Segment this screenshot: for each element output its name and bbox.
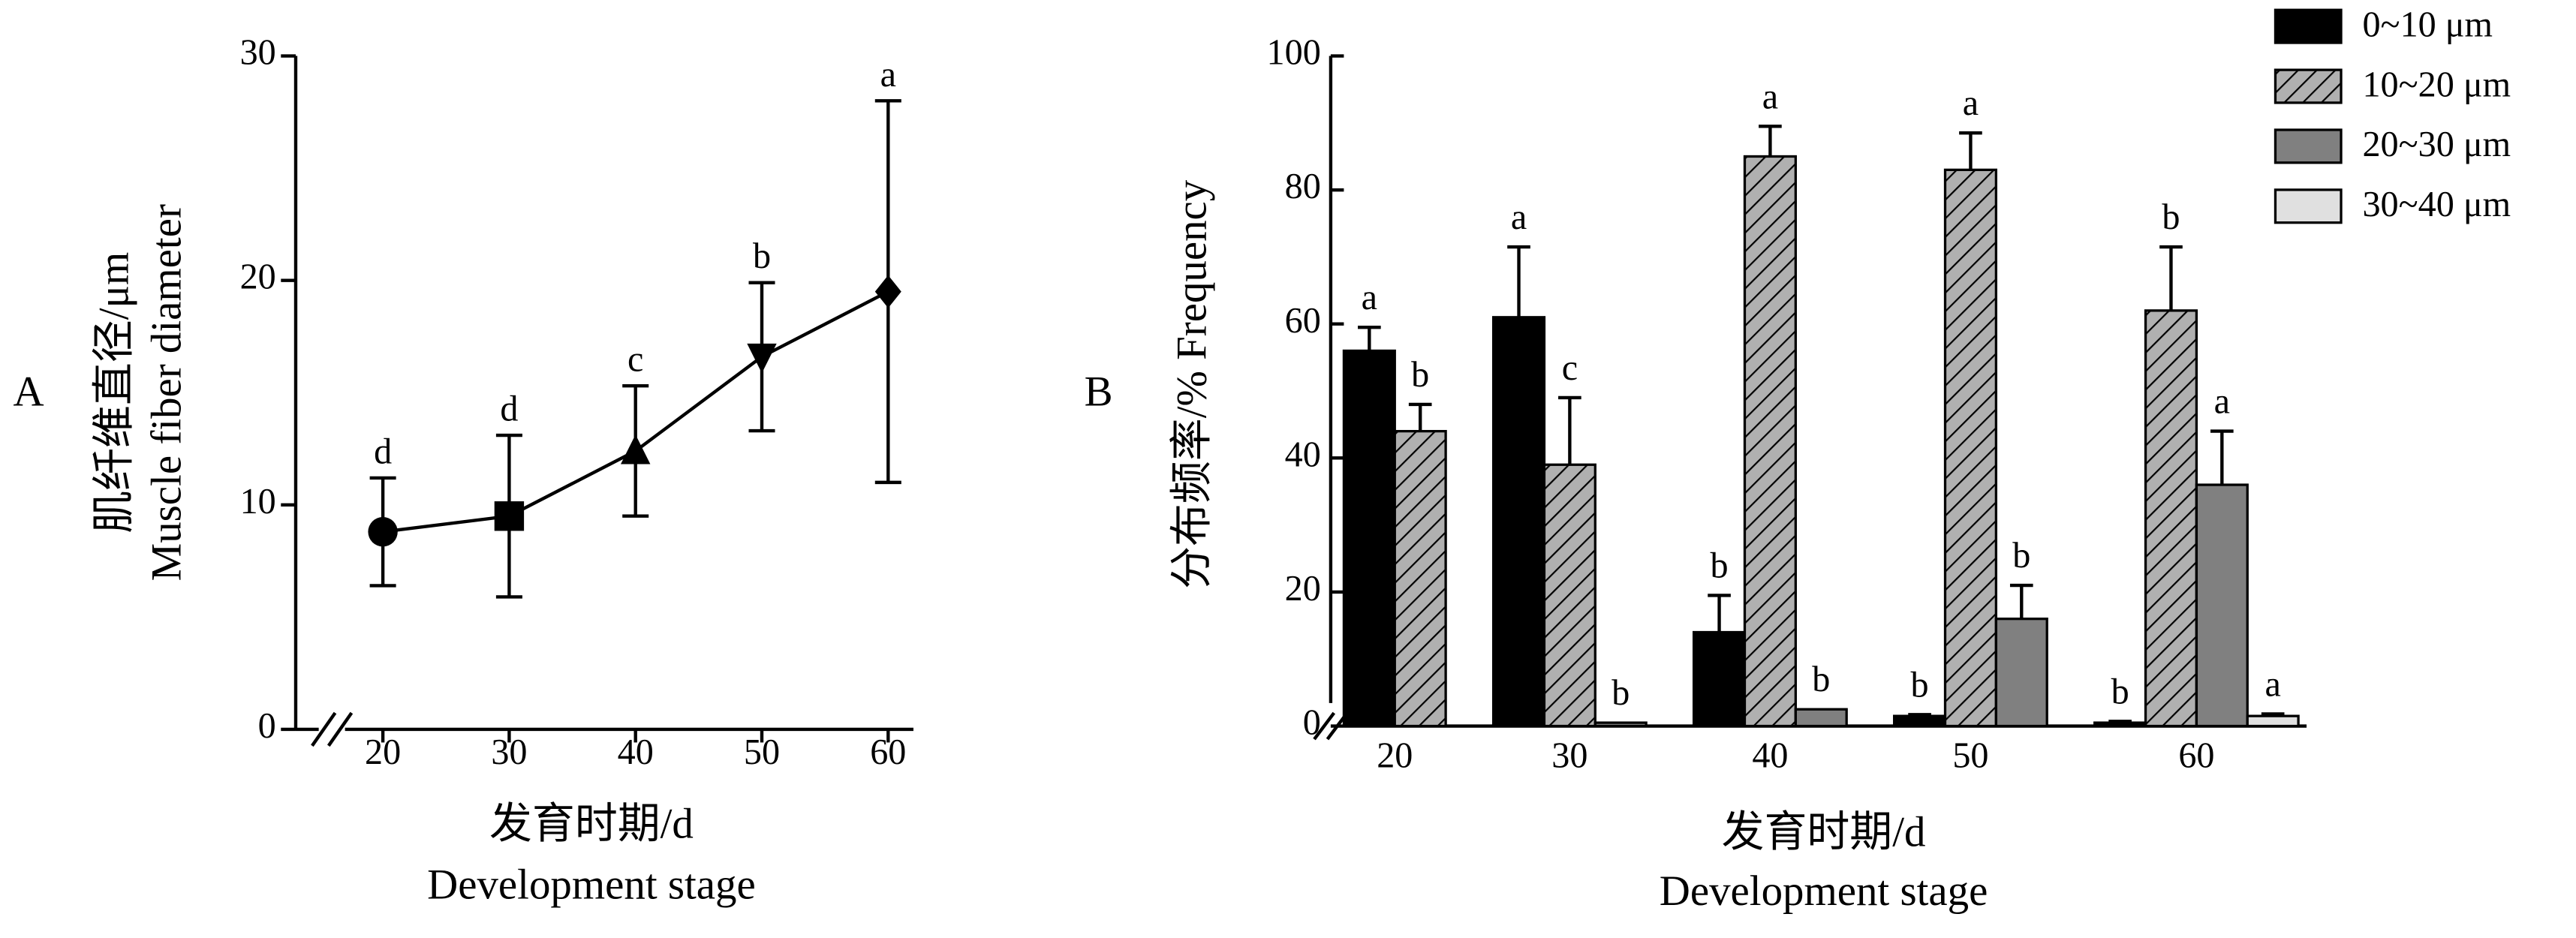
x-tick-label: 30 (1551, 735, 1587, 775)
bar (1491, 316, 1546, 728)
significance-letter: d (374, 431, 392, 471)
bar (2093, 721, 2147, 728)
legend-swatch (2274, 68, 2343, 104)
legend-swatch (2274, 188, 2343, 224)
x-axis-title: Development stage (427, 861, 756, 908)
significance-letter: b (2012, 536, 2030, 576)
y-axis-title: Muscle fiber diameter (143, 204, 191, 581)
marker (874, 275, 901, 308)
axis-break (311, 711, 337, 747)
significance-letter: a (880, 55, 896, 95)
axis-break (327, 711, 354, 747)
significance-letter: a (1511, 197, 1527, 237)
significance-letter: a (2265, 664, 2280, 704)
bar (1692, 630, 1747, 728)
significance-letter: c (627, 340, 643, 380)
legend-label: 20~30 μm (2362, 125, 2511, 164)
y-tick-label: 10 (240, 482, 276, 522)
legend-swatch (2274, 128, 2343, 164)
x-axis-title: 发育时期/d (1722, 808, 1926, 855)
bar (1943, 168, 1998, 728)
y-tick-label: 0 (1303, 703, 1321, 743)
x-tick-label: 20 (365, 732, 401, 772)
significance-letter: a (1963, 83, 1979, 123)
y-axis-title: 肌纤维直径/μm (91, 252, 138, 534)
axis-break (1313, 711, 1336, 741)
x-tick-label: 40 (618, 732, 654, 772)
bar (1593, 721, 1648, 728)
significance-letter: b (1711, 546, 1729, 585)
panel-label: A (14, 368, 44, 416)
significance-letter: c (1562, 348, 1578, 388)
bar (1994, 618, 2048, 728)
bar (2144, 309, 2198, 728)
bar (2195, 483, 2249, 728)
bar (1393, 429, 1447, 728)
panel-label: B (1085, 368, 1113, 416)
x-tick-label: 30 (491, 732, 527, 772)
marker (368, 516, 398, 547)
bar (2246, 714, 2300, 728)
y-tick-label: 60 (1285, 301, 1321, 341)
significance-letter: b (1411, 355, 1429, 395)
x-tick-label: 40 (1752, 735, 1788, 775)
marker (494, 501, 525, 531)
bar (1893, 714, 1947, 728)
significance-letter: a (1762, 77, 1778, 116)
bar (1342, 349, 1396, 728)
y-tick-label: 20 (1285, 569, 1321, 609)
legend-swatch (2274, 8, 2343, 44)
significance-letter: b (1911, 665, 1929, 705)
significance-letter: b (2111, 672, 2129, 711)
marker (747, 343, 777, 374)
legend-label: 10~20 μm (2362, 65, 2511, 104)
x-tick-label: 60 (2178, 735, 2214, 775)
y-axis-title: 分布频率/% Frequency (1168, 179, 1215, 589)
bar (1794, 708, 1848, 728)
significance-letter: a (1362, 278, 1377, 317)
x-tick-label: 50 (1952, 735, 1988, 775)
bar (1542, 463, 1596, 728)
significance-letter: b (753, 236, 771, 276)
x-tick-label: 50 (744, 732, 780, 772)
y-tick-label: 0 (258, 706, 276, 746)
y-tick-label: 80 (1285, 167, 1321, 206)
marker (621, 434, 651, 464)
significance-letter: b (2162, 197, 2180, 237)
x-tick-label: 20 (1377, 735, 1413, 775)
y-tick-label: 30 (240, 33, 276, 73)
x-axis-title: 发育时期/d (489, 800, 694, 847)
y-tick-label: 40 (1285, 434, 1321, 474)
y-tick-label: 100 (1267, 33, 1321, 73)
legend-label: 30~40 μm (2362, 185, 2511, 224)
significance-letter: a (2214, 382, 2230, 422)
x-tick-label: 60 (870, 732, 906, 772)
significance-letter: b (1612, 673, 1630, 713)
significance-letter: b (1812, 660, 1830, 699)
y-tick-label: 20 (240, 257, 276, 297)
x-axis-title: Development stage (1660, 867, 1988, 915)
legend-label: 0~10 μm (2362, 5, 2493, 44)
bar (1743, 155, 1797, 728)
significance-letter: d (500, 389, 518, 428)
